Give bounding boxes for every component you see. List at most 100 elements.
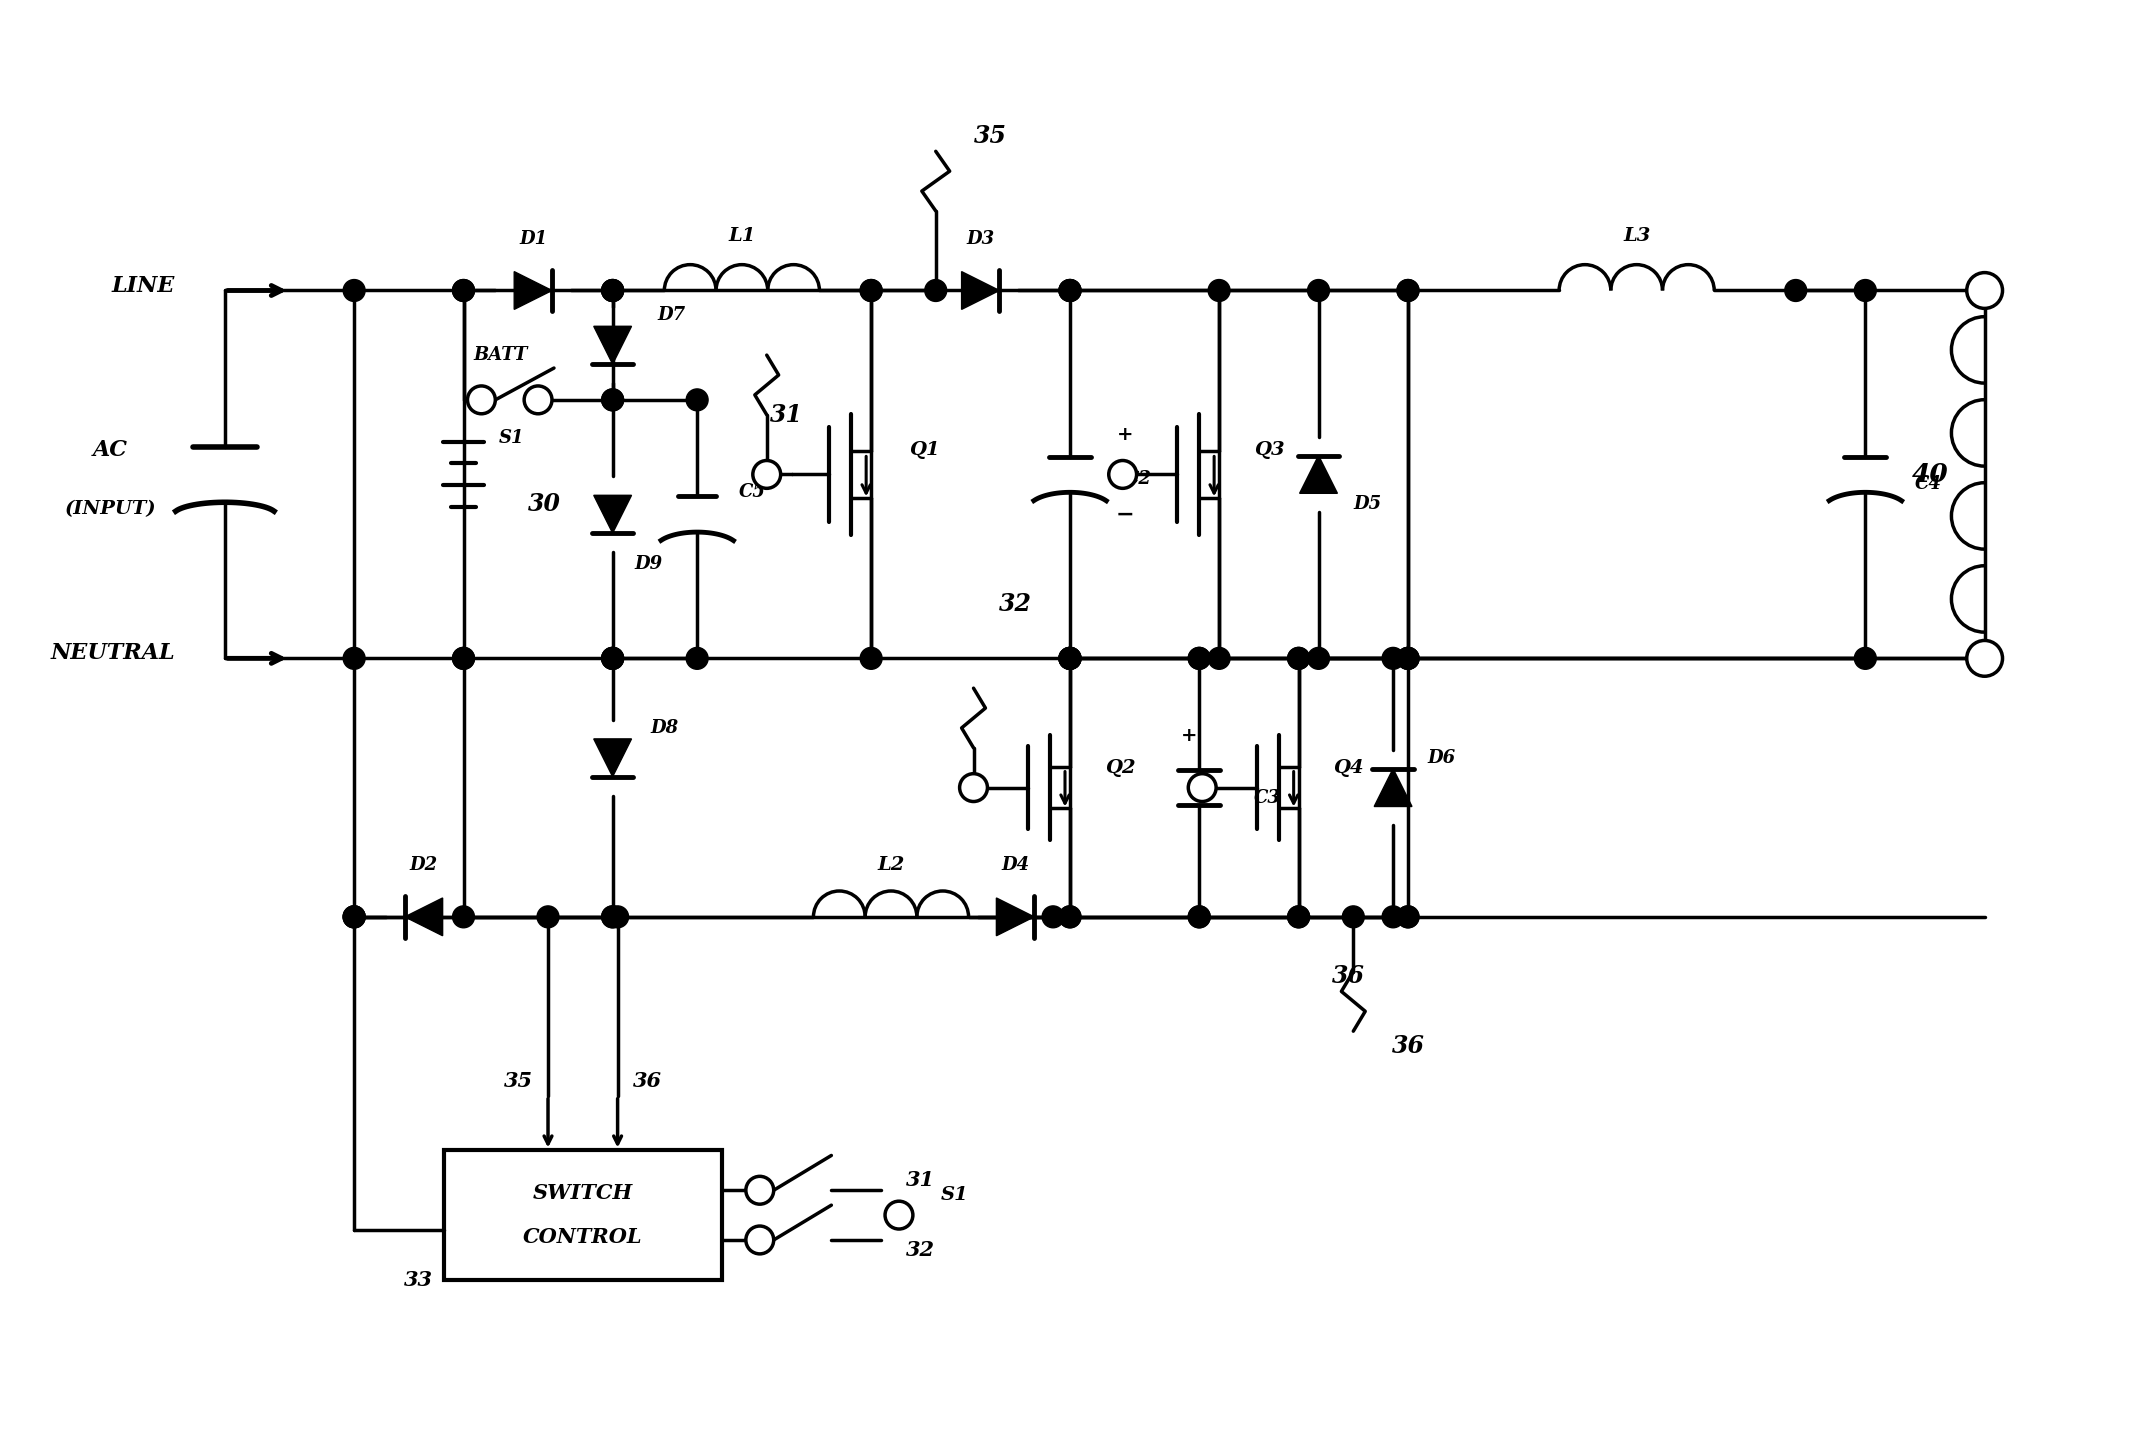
Circle shape [343, 906, 364, 928]
Text: 36: 36 [632, 1071, 662, 1091]
Text: D1: D1 [519, 230, 547, 247]
Text: Q2: Q2 [1105, 759, 1135, 777]
Circle shape [603, 647, 624, 669]
Circle shape [468, 385, 496, 414]
Circle shape [1058, 279, 1082, 302]
Circle shape [1288, 906, 1309, 928]
Circle shape [1307, 647, 1328, 669]
Circle shape [1058, 647, 1082, 669]
Text: AC: AC [94, 439, 128, 460]
Circle shape [1397, 906, 1418, 928]
Polygon shape [962, 272, 999, 309]
Text: 31: 31 [771, 403, 803, 427]
Circle shape [1058, 279, 1082, 302]
Circle shape [1382, 647, 1403, 669]
Circle shape [1854, 647, 1876, 669]
Text: C4: C4 [1916, 476, 1942, 493]
Circle shape [1397, 647, 1418, 669]
Circle shape [343, 647, 364, 669]
Circle shape [1207, 279, 1231, 302]
Circle shape [1188, 906, 1209, 928]
Text: L3: L3 [1622, 227, 1650, 244]
Circle shape [1109, 460, 1137, 489]
Circle shape [1188, 906, 1209, 928]
Text: 35: 35 [505, 1071, 532, 1091]
Text: Q3: Q3 [1254, 440, 1284, 459]
Circle shape [453, 647, 475, 669]
Text: 31: 31 [907, 1171, 935, 1191]
Polygon shape [594, 326, 632, 364]
Text: C3: C3 [1254, 788, 1282, 807]
Circle shape [1207, 647, 1231, 669]
Circle shape [1784, 279, 1808, 302]
Circle shape [1967, 273, 2003, 308]
Circle shape [603, 388, 624, 411]
Circle shape [860, 279, 881, 302]
Circle shape [453, 279, 475, 302]
Text: L2: L2 [877, 856, 905, 874]
Circle shape [686, 647, 709, 669]
Circle shape [886, 1201, 913, 1229]
Text: D7: D7 [658, 306, 686, 325]
Circle shape [1288, 906, 1309, 928]
Circle shape [960, 774, 988, 801]
Text: 30: 30 [528, 492, 562, 516]
Circle shape [1397, 906, 1418, 928]
Circle shape [1288, 647, 1309, 669]
Circle shape [1397, 647, 1418, 669]
Circle shape [1397, 279, 1418, 302]
Bar [443, 1150, 722, 1280]
Text: 32: 32 [999, 591, 1033, 615]
Circle shape [1397, 279, 1418, 302]
Text: D6: D6 [1429, 749, 1456, 766]
Text: D5: D5 [1354, 495, 1382, 513]
Text: 40: 40 [1912, 462, 1948, 487]
Circle shape [1188, 774, 1216, 801]
Polygon shape [594, 495, 632, 533]
Polygon shape [594, 739, 632, 777]
Text: 36: 36 [1333, 965, 1365, 988]
Text: 35: 35 [973, 125, 1007, 148]
Text: +: + [1182, 726, 1196, 745]
Polygon shape [405, 897, 443, 936]
Circle shape [453, 279, 475, 302]
Circle shape [686, 388, 709, 411]
Circle shape [745, 1227, 773, 1254]
Text: C2: C2 [1124, 470, 1152, 489]
Circle shape [603, 279, 624, 302]
Text: NEUTRAL: NEUTRAL [51, 643, 175, 664]
Circle shape [603, 388, 624, 411]
Circle shape [1058, 906, 1082, 928]
Circle shape [453, 647, 475, 669]
Circle shape [343, 279, 364, 302]
Polygon shape [996, 897, 1035, 936]
Circle shape [1397, 647, 1418, 669]
Text: S1: S1 [498, 429, 524, 447]
Text: 33: 33 [405, 1270, 434, 1290]
Circle shape [754, 460, 781, 489]
Circle shape [860, 647, 881, 669]
Circle shape [603, 906, 624, 928]
Circle shape [1058, 906, 1082, 928]
Text: 36: 36 [1392, 1034, 1424, 1058]
Circle shape [860, 279, 881, 302]
Polygon shape [1373, 769, 1412, 807]
Circle shape [1058, 279, 1082, 302]
Circle shape [1188, 647, 1209, 669]
Circle shape [924, 279, 947, 302]
Circle shape [603, 279, 624, 302]
Circle shape [1041, 906, 1064, 928]
Circle shape [603, 279, 624, 302]
Circle shape [1307, 279, 1328, 302]
Text: +: + [1116, 426, 1133, 444]
Text: S1: S1 [941, 1186, 969, 1204]
Text: SWITCH: SWITCH [532, 1183, 632, 1204]
Circle shape [1288, 647, 1309, 669]
Text: D8: D8 [651, 719, 679, 736]
Text: BATT: BATT [473, 347, 528, 364]
Circle shape [603, 906, 624, 928]
Text: D4: D4 [1001, 856, 1028, 874]
Circle shape [1058, 647, 1082, 669]
Circle shape [537, 906, 560, 928]
Text: D2: D2 [409, 856, 439, 874]
